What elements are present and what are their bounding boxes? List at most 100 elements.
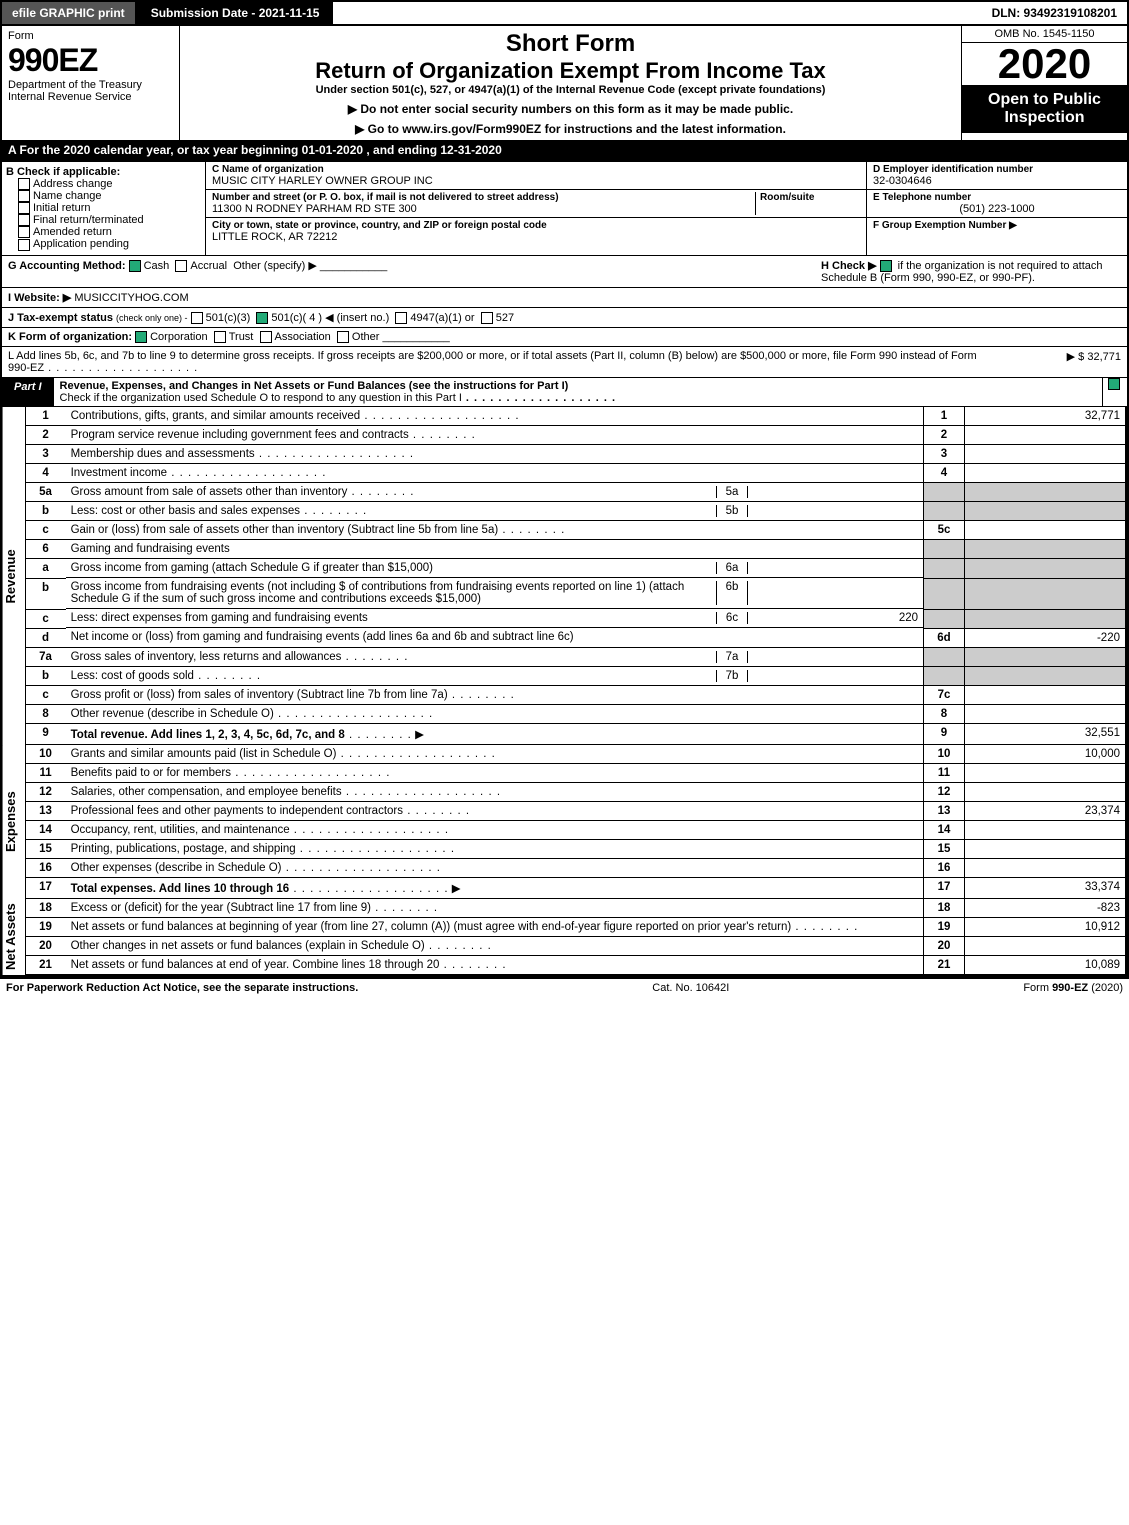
group-exemption-caption: F Group Exemption Number ▶ [873, 220, 1121, 231]
form-header: Form 990EZ Department of the Treasury In… [0, 26, 1129, 140]
net-wrap: Net Assets 18Excess or (deficit) for the… [0, 899, 1129, 977]
name-caption: C Name of organization [212, 164, 860, 175]
line-10: 10Grants and similar amounts paid (list … [25, 745, 1126, 764]
footer-cat: Cat. No. 10642I [652, 982, 729, 994]
org-name: MUSIC CITY HARLEY OWNER GROUP INC [212, 175, 860, 187]
check-trust[interactable] [214, 331, 226, 343]
line-11: 11Benefits paid to or for members11 [25, 764, 1126, 783]
expenses-wrap: Expenses 10Grants and similar amounts pa… [0, 745, 1129, 899]
line-6d: dNet income or (loss) from gaming and fu… [25, 628, 1126, 647]
j-label: J Tax-exempt status [8, 312, 113, 324]
check-amended-return[interactable]: Amended return [18, 226, 201, 238]
check-4947[interactable] [395, 312, 407, 324]
check-corporation[interactable] [135, 331, 147, 343]
line-6a: aGross income from gaming (attach Schedu… [25, 559, 1126, 579]
info-block: B Check if applicable: Address change Na… [0, 162, 1129, 256]
expenses-table: 10Grants and similar amounts paid (list … [25, 745, 1127, 899]
line-5c: cGain or (loss) from sale of assets othe… [25, 521, 1126, 540]
addr-caption: Number and street (or P. O. box, if mail… [212, 192, 755, 203]
box-c: C Name of organization MUSIC CITY HARLEY… [206, 162, 866, 255]
row-g-h: G Accounting Method: Cash Accrual Other … [0, 256, 1129, 288]
check-initial-return[interactable]: Initial return [18, 202, 201, 214]
phone-caption: E Telephone number [873, 192, 1121, 203]
phone-value: (501) 223-1000 [873, 203, 1121, 215]
page-footer: For Paperwork Reduction Act Notice, see … [0, 977, 1129, 997]
check-association[interactable] [260, 331, 272, 343]
line-7b: bLess: cost of goods sold7b [25, 667, 1126, 686]
line-6b: bGross income from fundraising events (n… [25, 578, 1126, 609]
footer-left: For Paperwork Reduction Act Notice, see … [6, 982, 358, 994]
line-12: 12Salaries, other compensation, and empl… [25, 783, 1126, 802]
irs-link[interactable]: www.irs.gov/Form990EZ [402, 122, 541, 136]
check-address-change[interactable]: Address change [18, 178, 201, 190]
line-8: 8Other revenue (describe in Schedule O)8 [25, 705, 1126, 724]
line-20: 20Other changes in net assets or fund ba… [25, 937, 1126, 956]
footer-form: Form 990-EZ (2020) [1023, 982, 1123, 994]
k-label: K Form of organization: [8, 331, 132, 343]
line-9: 9Total revenue. Add lines 1, 2, 3, 4, 5c… [25, 724, 1126, 745]
dept-irs: Internal Revenue Service [8, 91, 173, 103]
line-1: 1Contributions, gifts, grants, and simil… [25, 407, 1126, 426]
return-title: Return of Organization Exempt From Incom… [190, 58, 951, 84]
l-amount: ▶ $ 32,771 [1001, 350, 1121, 374]
box-b-title: B Check if applicable: [6, 166, 120, 178]
dept-treasury: Department of the Treasury [8, 79, 173, 91]
tax-year: 2020 [962, 43, 1127, 85]
org-city: LITTLE ROCK, AR 72212 [212, 231, 860, 243]
efile-print-button[interactable]: efile GRAPHIC print [2, 2, 137, 24]
i-label: I Website: ▶ [8, 292, 71, 304]
check-accrual[interactable] [175, 260, 187, 272]
h-label: H Check ▶ [821, 260, 877, 272]
net-table: 18Excess or (deficit) for the year (Subt… [25, 899, 1127, 975]
box-right: D Employer identification number 32-0304… [866, 162, 1127, 255]
top-bar: efile GRAPHIC print Submission Date - 20… [0, 0, 1129, 26]
revenue-table: 1Contributions, gifts, grants, and simil… [25, 407, 1127, 746]
line-15: 15Printing, publications, postage, and s… [25, 840, 1126, 859]
part1-check[interactable] [1102, 378, 1127, 406]
line-3: 3Membership dues and assessments3 [25, 444, 1126, 463]
line-19: 19Net assets or fund balances at beginni… [25, 918, 1126, 937]
row-j: J Tax-exempt status (check only one) - 5… [0, 308, 1129, 328]
submission-date: Submission Date - 2021-11-15 [137, 2, 334, 24]
website-link[interactable]: MUSICCITYHOG.COM [74, 292, 188, 304]
check-final-return[interactable]: Final return/terminated [18, 214, 201, 226]
line-18: 18Excess or (deficit) for the year (Subt… [25, 899, 1126, 918]
dln-label: DLN: 93492319108201 [982, 2, 1127, 24]
side-net-assets: Net Assets [2, 899, 25, 975]
ein-caption: D Employer identification number [873, 164, 1121, 175]
row-k: K Form of organization: Corporation Trus… [0, 328, 1129, 347]
side-revenue: Revenue [2, 407, 25, 746]
room-caption: Room/suite [760, 192, 860, 203]
city-caption: City or town, state or province, country… [212, 220, 860, 231]
check-527[interactable] [481, 312, 493, 324]
form-label: Form [8, 30, 173, 42]
check-501c[interactable] [256, 312, 268, 324]
g-other: Other (specify) ▶ [233, 260, 317, 272]
part1-sub: Check if the organization used Schedule … [60, 392, 462, 404]
line-5a: 5aGross amount from sale of assets other… [25, 482, 1126, 502]
open-inspection: Open to Public Inspection [962, 85, 1127, 133]
check-501c3[interactable] [191, 312, 203, 324]
check-name-change[interactable]: Name change [18, 190, 201, 202]
section-a-bar: A For the 2020 calendar year, or tax yea… [0, 140, 1129, 162]
row-l: L Add lines 5b, 6c, and 7b to line 9 to … [0, 347, 1129, 378]
line-13: 13Professional fees and other payments t… [25, 802, 1126, 821]
line-6: 6Gaming and fundraising events [25, 540, 1126, 559]
line-7a: 7aGross sales of inventory, less returns… [25, 647, 1126, 667]
line-7c: cGross profit or (loss) from sales of in… [25, 686, 1126, 705]
check-application-pending[interactable]: Application pending [18, 238, 201, 250]
line-5b: bLess: cost or other basis and sales exp… [25, 502, 1126, 521]
part1-label: Part I [2, 378, 54, 406]
line-14: 14Occupancy, rent, utilities, and mainte… [25, 821, 1126, 840]
side-expenses: Expenses [2, 745, 25, 899]
ein-value: 32-0304646 [873, 175, 1121, 187]
ssn-warning: ▶ Do not enter social security numbers o… [190, 102, 951, 116]
row-i: I Website: ▶ MUSICCITYHOG.COM [0, 288, 1129, 308]
short-form-title: Short Form [190, 30, 951, 58]
check-cash[interactable] [129, 260, 141, 272]
check-other-org[interactable] [337, 331, 349, 343]
line-16: 16Other expenses (describe in Schedule O… [25, 859, 1126, 878]
l-text: L Add lines 5b, 6c, and 7b to line 9 to … [8, 350, 1001, 374]
org-address: 11300 N RODNEY PARHAM RD STE 300 [212, 203, 755, 215]
check-h[interactable] [880, 260, 892, 272]
